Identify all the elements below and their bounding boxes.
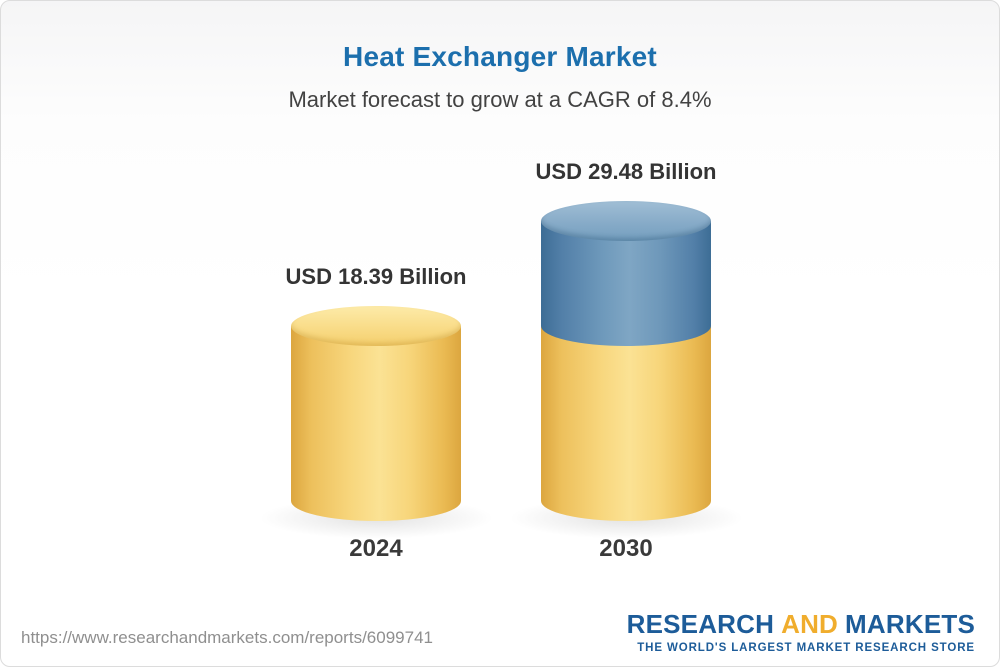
cylinder-segment-2030-blue: [541, 220, 711, 347]
logo: RESEARCH AND MARKETS THE WORLD'S LARGEST M…: [627, 610, 975, 654]
cylinder-cap-2024: [291, 306, 461, 347]
cylinder-segment-2030-yellow: [541, 326, 711, 521]
header: Heat Exchanger Market Market forecast to…: [1, 41, 999, 113]
cylinder-segment-2024-yellow: [291, 326, 461, 521]
logo-wordmark: RESEARCH AND MARKETS: [627, 610, 975, 639]
cylinder-cap-2030: [541, 200, 711, 241]
logo-word-and: AND: [781, 609, 839, 640]
source-url: https://www.researchandmarkets.com/repor…: [21, 628, 433, 647]
footer: https://www.researchandmarkets.com/repor…: [1, 596, 999, 666]
value-label-2024: USD 18.39 Billion: [285, 264, 467, 290]
logo-word-markets: MARKETS: [845, 609, 975, 640]
category-label-2030: 2030: [599, 535, 653, 562]
category-label-2024: 2024: [349, 535, 403, 562]
chart-title: Heat Exchanger Market: [343, 41, 657, 72]
chart-subtitle: Market forecast to grow at a CAGR of 8.4…: [288, 87, 712, 112]
logo-tagline: THE WORLD'S LARGEST MARKET RESEARCH STOR…: [637, 642, 975, 654]
logo-word-research: RESEARCH: [626, 609, 775, 640]
value-label-2030: USD 29.48 Billion: [535, 158, 717, 184]
